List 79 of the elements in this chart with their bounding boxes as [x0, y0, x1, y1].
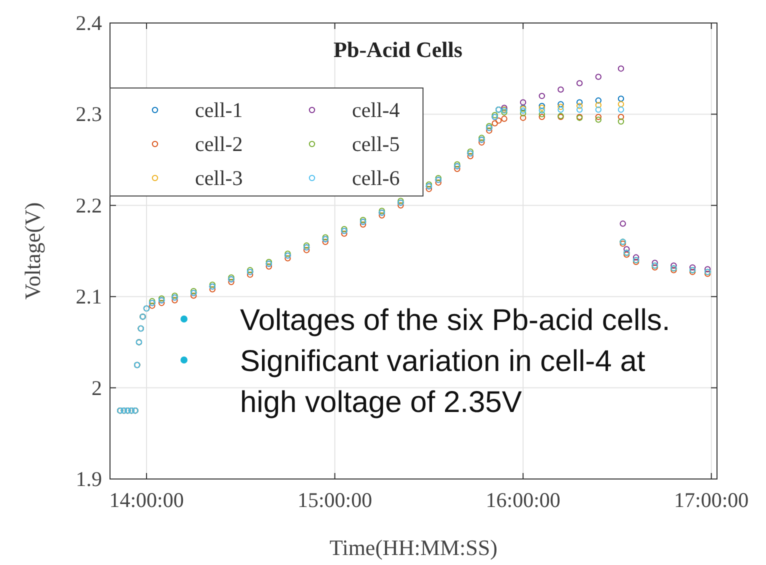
- point: [190, 292, 197, 299]
- point: [520, 114, 526, 121]
- point: [558, 101, 564, 108]
- point: [558, 104, 564, 110]
- point: [595, 97, 602, 104]
- point: [341, 230, 348, 237]
- point: [454, 166, 460, 172]
- point: [360, 221, 366, 228]
- point: [520, 99, 526, 106]
- point: [670, 262, 677, 269]
- point: [158, 300, 165, 306]
- point: [378, 212, 385, 219]
- point: [576, 80, 583, 86]
- point: [595, 116, 602, 123]
- point: [704, 266, 711, 272]
- point: [228, 278, 234, 286]
- point: [149, 302, 156, 309]
- point: [689, 264, 696, 271]
- point: [284, 255, 291, 262]
- point: [618, 118, 624, 125]
- point: [266, 263, 272, 270]
- point: [467, 153, 474, 160]
- y-axis-title: Voltage(V): [20, 202, 45, 300]
- point: [558, 86, 564, 93]
- point: [652, 260, 658, 266]
- point: [576, 106, 583, 113]
- point: [595, 102, 602, 108]
- y-tick-label: 1.9: [76, 467, 102, 491]
- legend-label: cell-2: [195, 132, 243, 156]
- point: [322, 238, 328, 245]
- point: [172, 297, 178, 304]
- point: [538, 92, 546, 100]
- x-tick-label: 15:00:00: [297, 488, 372, 512]
- point: [618, 114, 624, 120]
- point: [435, 180, 442, 186]
- point: [632, 254, 640, 260]
- point: [303, 246, 310, 254]
- point: [618, 101, 624, 108]
- point: [618, 106, 624, 113]
- point: [520, 110, 526, 116]
- legend-label: cell-1: [195, 98, 243, 122]
- x-tick-label: 16:00:00: [486, 488, 560, 512]
- text: Pb-Acid Cells: [334, 37, 463, 62]
- point: [501, 116, 508, 122]
- point: [398, 202, 404, 208]
- point: [576, 102, 583, 110]
- y-tick-label: 2.3: [76, 102, 102, 126]
- y-tick-label: 2.1: [76, 284, 102, 309]
- annotation: Significant variation in cell-4 at high voltage of 2.35V: [240, 345, 646, 419]
- x-axis-title: Time(HH:MM:SS): [330, 535, 498, 560]
- y-tick-label: 2: [92, 376, 102, 400]
- point: [538, 107, 546, 114]
- legend-label: cell-3: [195, 166, 243, 190]
- point: [492, 120, 498, 126]
- point: [618, 66, 624, 72]
- point: [595, 74, 602, 80]
- y-tick-label: 2.2: [76, 193, 102, 218]
- point: [426, 186, 432, 192]
- x-tick-label: 14:00:00: [109, 488, 184, 512]
- legend-label: cell-4: [352, 98, 400, 122]
- legend-label: cell-5: [352, 132, 400, 156]
- point: [496, 117, 502, 124]
- point: [538, 114, 546, 120]
- y-tick-label: 2.4: [76, 11, 102, 35]
- point: [486, 128, 492, 134]
- point: [246, 272, 254, 278]
- point: [595, 114, 602, 120]
- point: [595, 106, 602, 113]
- point: [624, 246, 630, 252]
- point: [618, 96, 624, 102]
- point: [209, 286, 216, 292]
- legend-label: cell-6: [352, 166, 400, 190]
- point: [478, 139, 485, 146]
- annotation: Voltages of the six Pb-acid cells.: [240, 304, 670, 337]
- point: [576, 99, 583, 106]
- point: [558, 106, 564, 113]
- point: [620, 220, 626, 227]
- point: [538, 111, 546, 118]
- x-tick-label: 17:00:00: [674, 488, 749, 512]
